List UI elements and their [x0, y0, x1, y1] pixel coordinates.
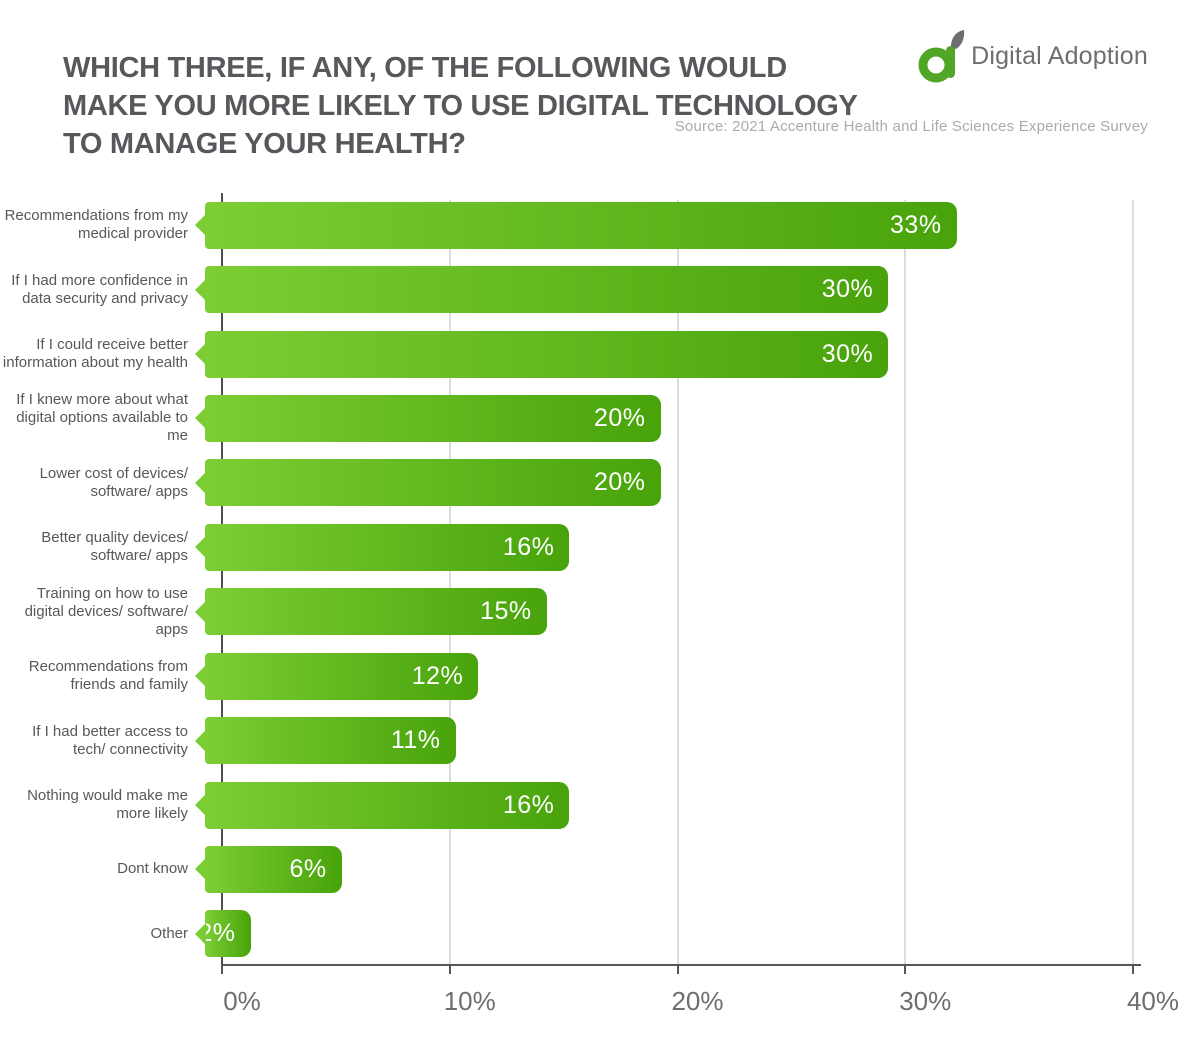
- bar-track: 30%: [195, 266, 1116, 314]
- category-label: Training on how to use digital devices/ …: [24, 584, 188, 638]
- chart-row: If I had more confidence in data securit…: [0, 257, 1200, 321]
- x-axis-tick: [1132, 964, 1134, 974]
- bar-track: 12%: [195, 652, 1116, 700]
- chart-row: If I had better access to tech/ connecti…: [0, 708, 1200, 772]
- label-arrow-icon: [195, 922, 206, 945]
- category-label: Recommendations from my medical provider: [4, 207, 188, 243]
- chart-row: Lower cost of devices/ software/ apps 20%: [0, 451, 1200, 515]
- page-title: WHICH THREE, IF ANY, OF THE FOLLOWING WO…: [63, 49, 923, 163]
- bar-value: 11%: [390, 726, 441, 755]
- digital-adoption-a-icon: [918, 30, 965, 83]
- x-tick-label: 10%: [443, 986, 496, 1016]
- chart-row: Recommendations from friends and family 1…: [0, 644, 1200, 708]
- x-axis-tick: [221, 964, 223, 974]
- bar: 20%: [195, 459, 661, 507]
- category-label: Recommendations from friends and family: [28, 658, 188, 694]
- bar-chart: 0% 10% 20% 30% 40% Recommendations from my m…: [0, 193, 1200, 1046]
- bar: 30%: [195, 266, 889, 314]
- bar-value: 30%: [821, 339, 874, 368]
- label-arrow-icon: [195, 600, 206, 623]
- chart-row: Nothing would make me more likely 16%: [0, 773, 1200, 837]
- bar-track: 30%: [195, 330, 1116, 378]
- bar-value: 30%: [821, 275, 874, 304]
- bar-value: 12%: [411, 661, 464, 690]
- x-tick-label: 0%: [223, 986, 261, 1016]
- x-tick-label: 40%: [1126, 986, 1180, 1016]
- chart-rows: Recommendations from my medical provider…: [0, 193, 1200, 966]
- x-axis-tick: [448, 964, 451, 974]
- title-line-2: MAKE YOU MORE LIKELY TO USE DIGITAL TECH…: [63, 90, 858, 123]
- title-line-3: TO MANAGE YOUR HEALTH?: [63, 128, 466, 161]
- chart-row: If I knew more about what digital option…: [0, 386, 1200, 450]
- label-arrow-icon: [195, 471, 206, 494]
- bar-value: 15%: [480, 597, 532, 626]
- x-axis-line: [221, 964, 1141, 966]
- y-axis-line: [221, 193, 223, 966]
- plot-area: 0% 10% 20% 30% 40%: [221, 193, 1179, 1016]
- chart-row: Better quality devices/ software/ apps 16…: [0, 515, 1200, 579]
- bar-value: 33%: [890, 210, 942, 239]
- label-arrow-icon: [195, 343, 206, 366]
- bar-track: 11%: [195, 717, 1116, 765]
- bar-track: 20%: [195, 394, 1116, 442]
- label-arrow-icon: [195, 665, 206, 688]
- bar-track: 2%: [195, 910, 1116, 958]
- label-arrow-icon: [195, 214, 206, 237]
- bar-track: 6%: [195, 845, 1116, 893]
- x-axis-tick: [904, 964, 907, 974]
- category-label: Nothing would make me more likely: [27, 787, 188, 822]
- category-label: If I had better access to tech/ connecti…: [32, 722, 188, 758]
- x-tick-label: 30%: [899, 986, 952, 1016]
- category-label: If I knew more about what digital option…: [16, 391, 188, 445]
- category-label: If I could receive better information ab…: [2, 336, 188, 372]
- bar: 11%: [195, 717, 456, 765]
- brand-logo: Digital Adoption: [917, 30, 1148, 83]
- bar-value: 16%: [502, 790, 555, 819]
- gridline-40%: [1132, 200, 1134, 966]
- chart-row: Dont know 6%: [0, 837, 1200, 901]
- category-label: Dont know: [117, 860, 188, 878]
- bar: 15%: [195, 588, 547, 636]
- bar-track: 16%: [195, 781, 1116, 829]
- title-line-1: WHICH THREE, IF ANY, OF THE FOLLOWING WO…: [63, 52, 787, 85]
- x-tick-label: 20%: [671, 986, 724, 1016]
- category-label: Better quality devices/ software/ apps: [41, 529, 188, 565]
- bar: 16%: [195, 523, 570, 571]
- gridline-20%: [676, 200, 679, 966]
- bar-track: 16%: [195, 523, 1116, 571]
- gridline-30%: [904, 200, 907, 966]
- category-label: If I had more confidence in data securit…: [11, 271, 188, 307]
- chart-row: Recommendations from my medical provider…: [0, 193, 1200, 257]
- bar-value: 20%: [593, 468, 646, 497]
- label-arrow-icon: [195, 278, 206, 301]
- bar: 2%: [195, 910, 251, 958]
- bar: 16%: [195, 781, 570, 829]
- label-arrow-icon: [195, 794, 206, 816]
- category-label: Other: [150, 924, 188, 942]
- label-arrow-icon: [195, 858, 206, 881]
- chart-row: Training on how to use digital devices/ …: [0, 580, 1200, 644]
- bar: 30%: [195, 330, 889, 378]
- chart-row: Other 2%: [0, 902, 1200, 966]
- chart-row: If I could receive better information ab…: [0, 322, 1200, 386]
- label-arrow-icon: [195, 536, 206, 559]
- category-label: Lower cost of devices/ software/ apps: [39, 464, 188, 500]
- bar-track: 33%: [195, 201, 1116, 249]
- bar-value: 6%: [289, 854, 327, 883]
- bar: 33%: [195, 201, 957, 249]
- gridline-10%: [448, 200, 451, 966]
- label-arrow-icon: [195, 407, 206, 430]
- source-note: Source: 2021 Accenture Health and Life S…: [674, 118, 1148, 135]
- bar: 20%: [195, 394, 661, 442]
- brand-name: Digital Adoption: [971, 41, 1148, 70]
- label-arrow-icon: [195, 729, 206, 752]
- bar-value: 20%: [593, 403, 646, 432]
- bar-track: 20%: [195, 459, 1116, 507]
- bar-value: 16%: [502, 532, 555, 561]
- bar-track: 15%: [195, 588, 1116, 636]
- bar: 6%: [195, 845, 342, 893]
- x-axis-tick: [676, 964, 679, 974]
- bar: 12%: [195, 652, 479, 700]
